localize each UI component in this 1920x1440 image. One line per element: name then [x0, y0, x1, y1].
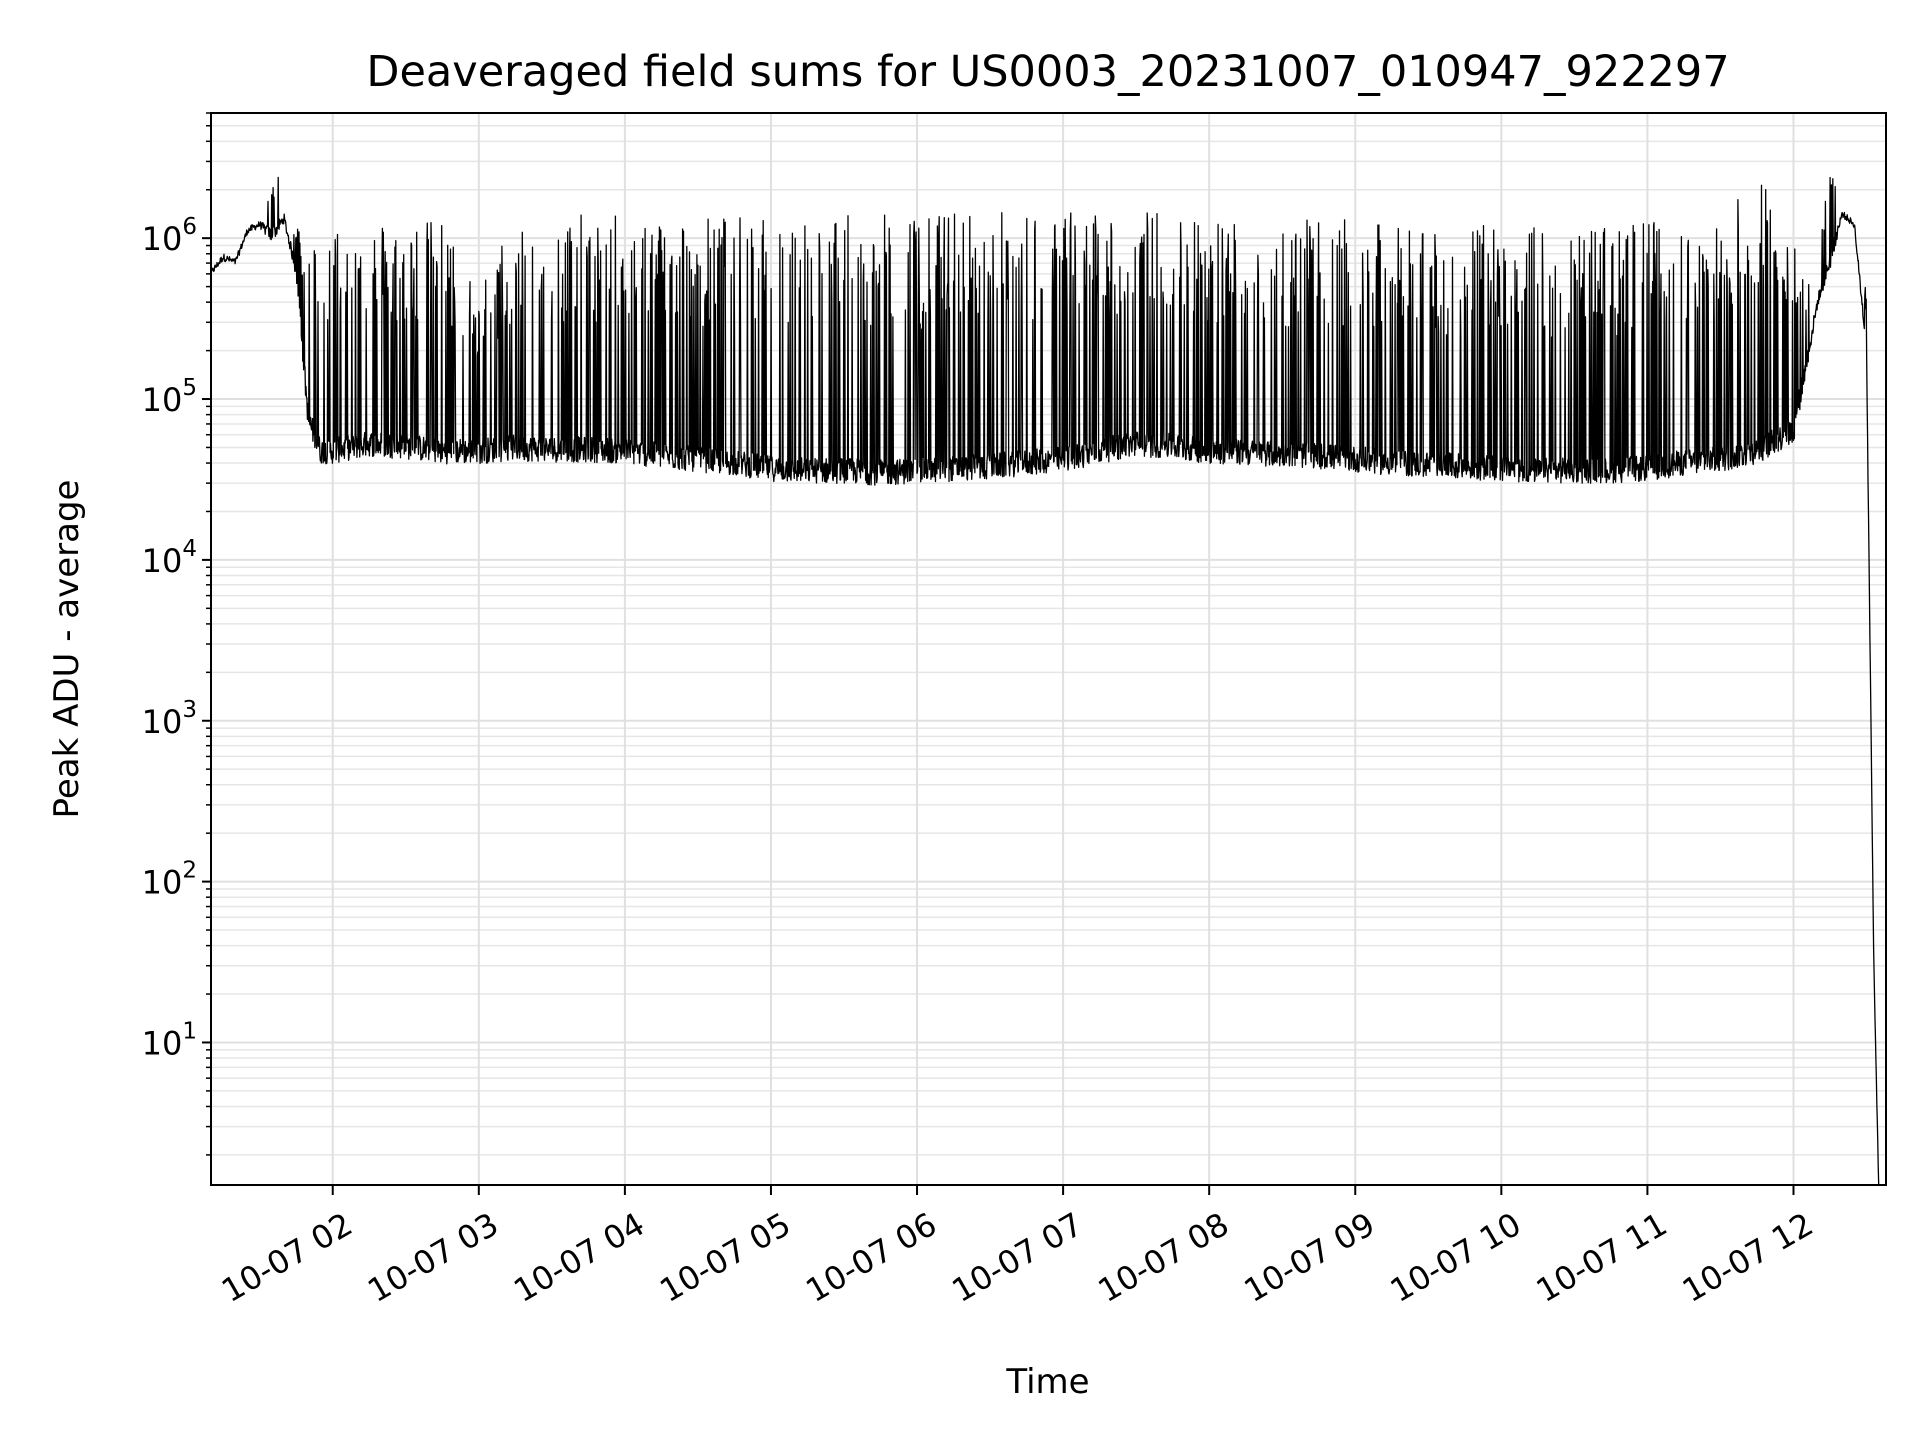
plot-frame: [210, 112, 1887, 1186]
y-tick-label: 101: [142, 1018, 197, 1062]
y-axis-title: Peak ADU - average: [47, 480, 87, 819]
y-tick-exponent: 3: [182, 697, 197, 723]
y-tick-label: 105: [142, 375, 197, 419]
y-tick-exponent: 1: [182, 1018, 197, 1044]
series-line: [210, 176, 1880, 1186]
data-series: [210, 176, 1880, 1186]
y-tick-exponent: 2: [182, 858, 197, 884]
x-axis-title: Time: [1005, 1362, 1089, 1402]
chart-title: Deaveraged field sums for US0003_2023100…: [366, 47, 1729, 97]
y-tick-exponent: 5: [182, 375, 197, 401]
y-tick-exponent: 4: [182, 536, 197, 562]
y-tick-exponent: 6: [182, 214, 197, 240]
